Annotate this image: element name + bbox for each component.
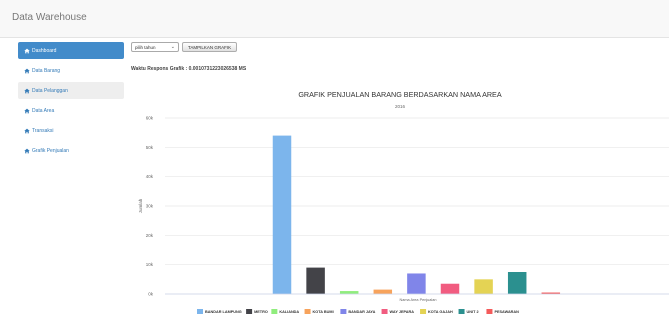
sidebar-item-data-area[interactable]: Data Area bbox=[18, 102, 124, 119]
y-axis-label: Jumlah bbox=[138, 198, 143, 213]
y-tick-label: 10k bbox=[146, 262, 154, 267]
legend-swatch bbox=[304, 309, 311, 314]
sidebar-item-data-barang[interactable]: Data Barang bbox=[18, 62, 124, 79]
legend-label: KOTA BUMI bbox=[313, 310, 334, 314]
home-icon bbox=[24, 148, 30, 154]
home-icon bbox=[24, 108, 30, 114]
sidebar-item-dashboard[interactable]: Dashboard bbox=[18, 42, 124, 59]
app-title[interactable]: Data Warehouse bbox=[12, 12, 87, 23]
legend-swatch bbox=[340, 309, 347, 314]
legend-label: KALIANDA bbox=[279, 310, 299, 314]
sidebar-item-label: Grafik Penjualan bbox=[32, 147, 69, 154]
legend-label: METRO bbox=[254, 310, 268, 314]
legend-swatch bbox=[381, 309, 388, 314]
chevron-down-icon: ⌄ bbox=[170, 44, 175, 50]
legend-label: BANDAR LAMPUNG bbox=[205, 310, 242, 314]
bar-kota-gajah bbox=[474, 279, 493, 294]
sidebar-item-label: Data Area bbox=[32, 107, 55, 114]
year-select[interactable]: pilih tahun ⌄ bbox=[131, 42, 179, 52]
bar-pesawaran bbox=[541, 292, 561, 294]
y-tick-label: 40k bbox=[146, 174, 154, 179]
legend-swatch bbox=[271, 309, 278, 314]
show-chart-button[interactable]: TAMPILKAN GRAFIK bbox=[182, 42, 238, 52]
bar-kota-bumi bbox=[373, 289, 393, 294]
legend-swatch bbox=[246, 309, 253, 314]
home-icon bbox=[24, 128, 30, 134]
bar-way-jepara bbox=[440, 283, 460, 294]
sidebar-item-label: Dashboard bbox=[32, 47, 57, 54]
sidebar-item-grafik-penjualan[interactable]: Grafik Penjualan bbox=[18, 142, 124, 159]
home-icon bbox=[24, 48, 30, 54]
y-tick-label: 20k bbox=[146, 233, 154, 238]
y-tick-label: 50k bbox=[146, 145, 154, 150]
y-tick-label: 30k bbox=[146, 204, 154, 209]
legend-label: PESAWARAN bbox=[494, 310, 519, 314]
y-tick-label: 60k bbox=[146, 116, 154, 121]
year-select-value: pilih tahun bbox=[135, 44, 156, 50]
sidebar-item-data-pelanggan[interactable]: Data Pelanggan bbox=[18, 82, 124, 99]
legend-swatch bbox=[458, 309, 465, 314]
sales-chart: GRAFIK PENJUALAN BARANG BERDASARKAN NAMA… bbox=[131, 84, 669, 320]
sidebar-item-label: Data Pelanggan bbox=[32, 87, 68, 94]
bar-bandar-jaya bbox=[407, 273, 426, 294]
bar-metro bbox=[306, 267, 325, 294]
legend-label: WAY JEPARA bbox=[390, 310, 415, 314]
x-axis-label: Nama Area Penjualan bbox=[400, 298, 437, 302]
chart-subtitle: 2016 bbox=[395, 104, 406, 109]
legend-label: UNIT 2 bbox=[467, 310, 479, 314]
sidebar-item-label: Data Barang bbox=[32, 67, 61, 74]
response-time-label: Waktu Respons Grafik : 0.001073122302653… bbox=[131, 66, 247, 72]
bar-bandar-lampung bbox=[272, 135, 292, 294]
sidebar-item-label: Transaksi bbox=[32, 127, 54, 134]
chart-controls: pilih tahun ⌄ TAMPILKAN GRAFIK bbox=[131, 42, 238, 52]
home-icon bbox=[24, 88, 30, 94]
chart-svg: GRAFIK PENJUALAN BARANG BERDASARKAN NAMA… bbox=[138, 90, 669, 314]
legend-label: KOTA GAJAH bbox=[428, 310, 453, 314]
chart-title: GRAFIK PENJUALAN BARANG BERDASARKAN NAMA… bbox=[298, 90, 502, 99]
bar-unit-2 bbox=[507, 272, 527, 294]
sidebar-nav: Dashboard Data Barang Data Pelanggan Data A… bbox=[18, 42, 124, 162]
legend-swatch bbox=[420, 309, 427, 314]
bar-kalianda bbox=[339, 291, 359, 294]
top-navbar: Data Warehouse bbox=[0, 0, 669, 38]
home-icon bbox=[24, 68, 30, 74]
y-tick-label: 0k bbox=[148, 292, 154, 297]
sidebar-item-transaksi[interactable]: Transaksi bbox=[18, 122, 124, 139]
legend-swatch bbox=[197, 309, 203, 314]
legend-label: BANDAR JAYA bbox=[348, 310, 375, 314]
legend-swatch bbox=[486, 309, 493, 314]
